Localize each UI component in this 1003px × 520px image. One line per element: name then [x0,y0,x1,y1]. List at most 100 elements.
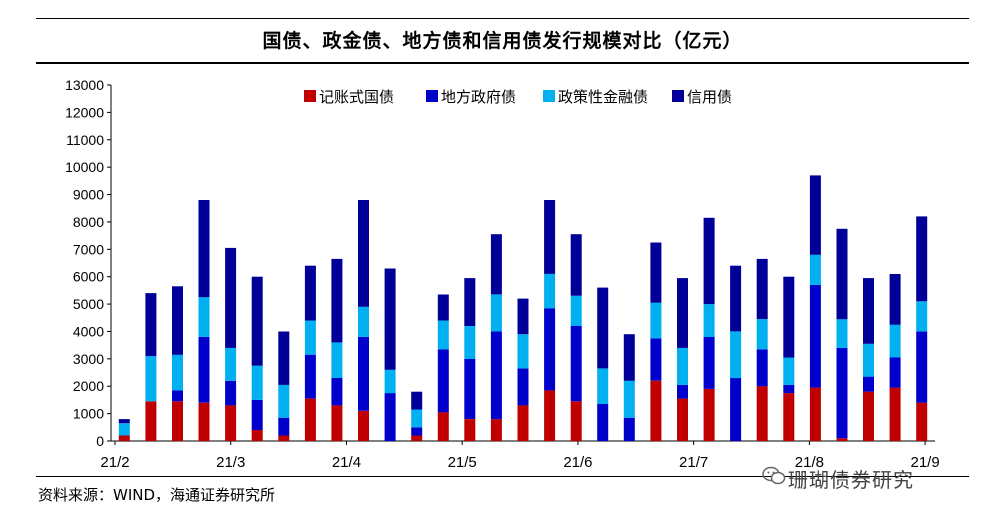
legend-label-local_gov: 地方政府债 [441,88,516,106]
bar-segment-treasury [544,390,556,441]
x-tick-label: 21/4 [332,454,361,471]
bar-segment-credit [172,286,183,355]
y-tick-label: 11000 [66,132,104,148]
title-bar: 国债、政金债、地方债和信用债发行规模对比（亿元） [0,0,1003,64]
bar-segment-policy_bank [863,343,874,377]
bar-segment-local_gov [411,427,423,436]
bar-segment-treasury [490,419,502,441]
bar-segment-policy_bank [411,409,423,428]
bar-segment-local_gov [650,338,662,381]
legend-swatch-treasury [304,90,316,102]
bar-segment-treasury [677,398,688,441]
bar-segment-local_gov [783,384,795,394]
bar-segment-treasury [783,393,795,441]
bar-segment-local_gov [730,378,742,441]
bar-segment-treasury [517,405,529,441]
bar-segment-credit [836,228,848,320]
y-tick-label: 5000 [73,296,104,312]
bar-segment-policy_bank [703,304,715,337]
title-rule-bottom [36,62,969,64]
legend-label-credit: 信用债 [687,88,732,106]
bar-segment-credit [358,200,369,307]
legend-label-policy_bank: 政策性金融债 [558,88,648,106]
bar-segment-credit [490,234,502,295]
bar-segment-credit [331,258,343,343]
bar-segment-local_gov [251,399,263,430]
bar-segment-local_gov [544,308,556,391]
y-tick-label: 9000 [73,187,104,203]
bar-segment-policy_bank [251,365,263,400]
bar-segment-local_gov [358,336,369,411]
bar-segment-credit [437,294,449,321]
bar-segment-treasury [225,405,237,441]
bar-segment-policy_bank [650,302,662,339]
x-tick-label: 21/2 [100,454,129,471]
bar-segment-policy_bank [836,319,848,348]
bar-segment-policy_bank [304,320,316,355]
bar-segment-credit [916,216,928,302]
title-rule-top [36,18,969,19]
bar-segment-credit [411,391,423,410]
x-tick-label: 21/8 [795,454,824,471]
y-tick-label: 12000 [65,104,104,120]
bar-segment-local_gov [597,404,609,441]
y-tick-label: 4000 [73,323,104,339]
legend-swatch-credit [672,90,684,102]
legend-swatch-local_gov [426,90,438,102]
bar-segment-policy_bank [570,295,582,326]
bar-segment-local_gov [517,368,529,406]
wechat-icon [762,466,786,485]
bar-segment-treasury [650,380,662,441]
x-tick-label: 21/3 [216,454,245,471]
bar-segment-treasury [570,401,582,441]
bar-segment-policy_bank [783,357,795,385]
x-tick-label: 21/7 [679,454,708,471]
bar-segment-credit [677,278,688,348]
legend-label-treasury: 记账式国债 [319,88,394,106]
bar-segment-local_gov [437,349,449,413]
bar-segment-policy_bank [756,319,768,350]
bar-segment-policy_bank [384,369,396,394]
y-tick-label: 13000 [65,77,104,93]
bar-segment-local_gov [703,336,715,389]
bar-segment-policy_bank [358,306,369,337]
bar-segment-policy_bank [597,368,609,404]
bar-segment-policy_bank [517,334,529,369]
bar-segment-local_gov [570,326,582,402]
bar-segment-local_gov [225,380,237,406]
chart-title: 国债、政金债、地方债和信用债发行规模对比（亿元） [262,30,743,52]
y-tick-label: 6000 [73,269,104,285]
bar-segment-credit [730,265,742,332]
bar-segment-treasury [756,386,768,441]
bar-segment-local_gov [172,390,183,402]
bar-segment-treasury [118,435,130,441]
bar-segment-treasury [703,389,715,441]
bar-segment-credit [650,242,662,303]
bar-segment-treasury [916,402,928,441]
y-tick-label: 1000 [73,406,104,422]
bar-segment-local_gov [756,349,768,387]
bar-segment-local_gov [677,384,688,399]
bar-segment-policy_bank [623,380,635,418]
bar-segment-credit [304,265,316,321]
bar-segment-credit [570,234,582,296]
bar-segment-treasury [437,412,449,441]
y-tick-label: 3000 [73,351,104,367]
x-tick-label: 21/6 [563,454,592,471]
bar-segment-credit [597,287,609,369]
bar-segment-treasury [145,401,157,441]
bar-segment-treasury [358,410,369,441]
watermark: 珊瑚债券研究 [788,468,914,492]
bar-segment-local_gov [916,331,928,403]
bar-segment-local_gov [198,336,210,403]
bar-segment-policy_bank [916,301,928,332]
bar-segment-policy_bank [278,384,290,418]
bar-segment-policy_bank [145,356,157,402]
bar-segment-policy_bank [677,347,688,385]
source-note: 资料来源：WIND，海通证券研究所 [38,486,276,504]
bar-segment-credit [118,419,130,424]
bar-segment-policy_bank [730,331,742,379]
bar-segment-policy_bank [544,274,556,309]
x-tick-label: 21/9 [911,454,940,471]
x-tick-label: 21/5 [448,454,477,471]
